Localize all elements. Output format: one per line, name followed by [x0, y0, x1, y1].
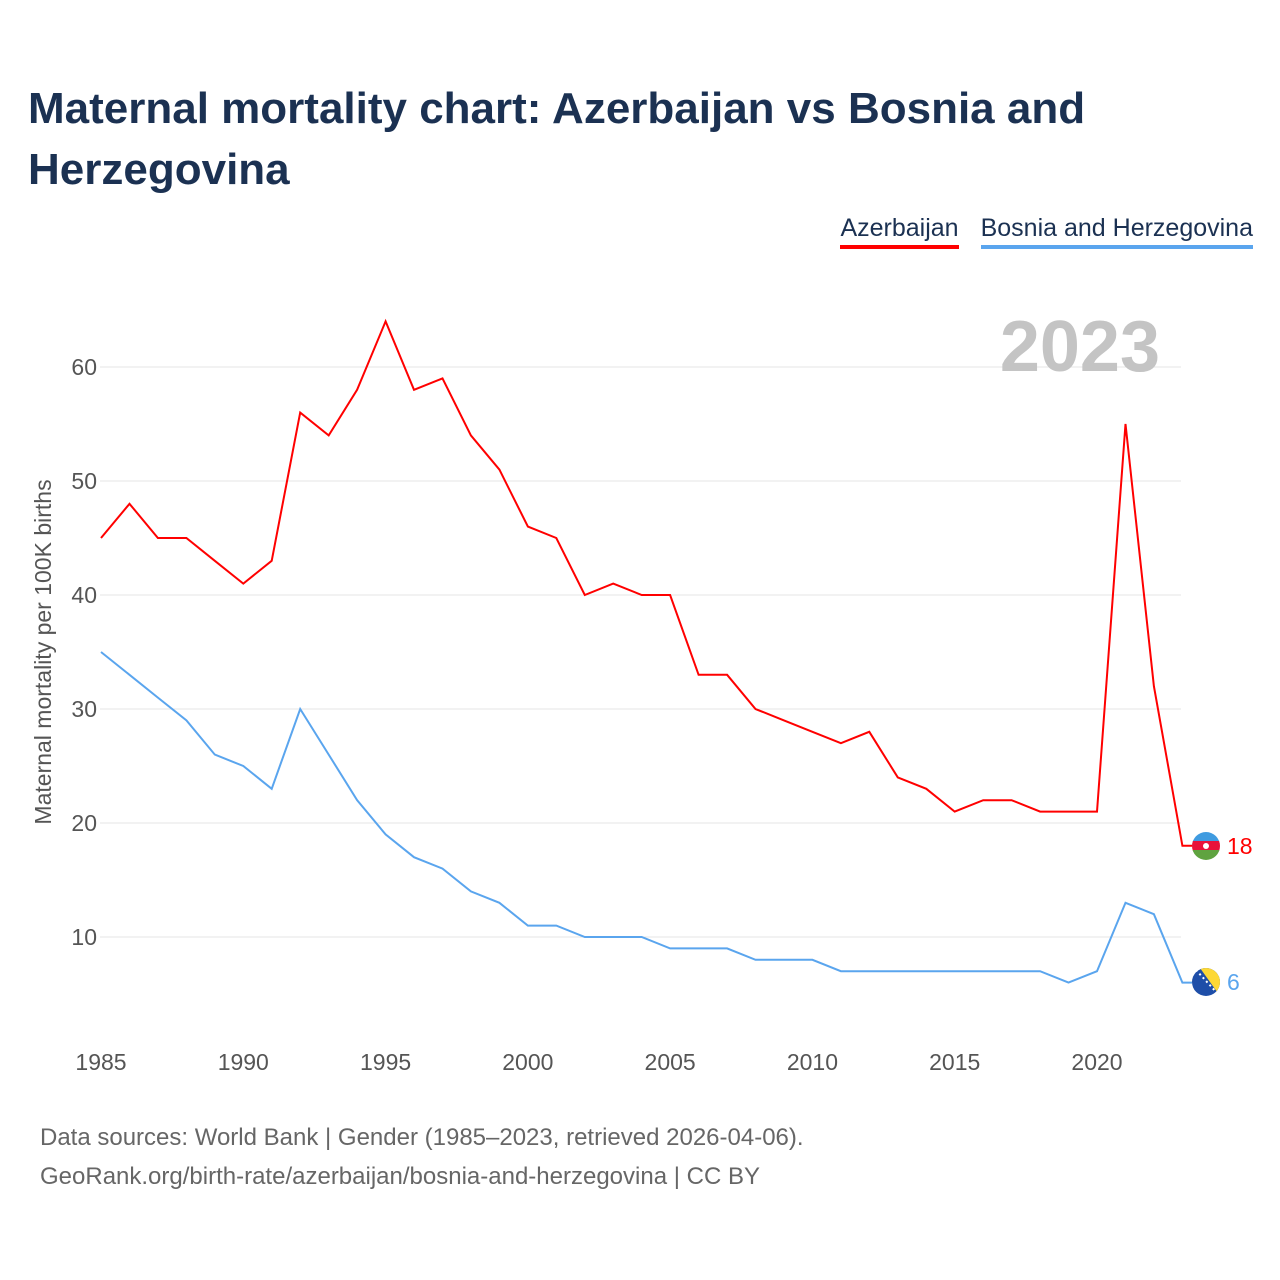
legend: Azerbaijan Bosnia and Herzegovina [840, 214, 1253, 249]
bosnia-end-label: 6 [1227, 969, 1240, 995]
year-watermark: 2023 [1000, 307, 1160, 387]
bosnia-series-line [100, 651, 1192, 984]
footer-sources: Data sources: World Bank | Gender (1985–… [40, 1124, 804, 1151]
x-tick-label: 1990 [218, 1049, 269, 1075]
x-tick-label: 2020 [1071, 1049, 1122, 1075]
y-tick-label: 20 [71, 810, 97, 836]
legend-bosnia[interactable]: Bosnia and Herzegovina [980, 214, 1253, 249]
x-tick-label: 1985 [75, 1049, 126, 1075]
y-tick-label: 50 [71, 468, 97, 494]
y-tick-label: 30 [71, 696, 97, 722]
legend-azerbaijan[interactable]: Azerbaijan [840, 214, 959, 249]
y-axis-label: Maternal mortality per 100K births [30, 479, 56, 824]
x-tick-label: 2000 [502, 1049, 553, 1075]
y-tick-label: 40 [71, 582, 97, 608]
y-tick-label: 60 [71, 354, 97, 380]
chart-title: Maternal mortality chart: Azerbaijan vs … [28, 84, 1086, 194]
x-tick-label: 2005 [645, 1049, 696, 1075]
x-tick-label: 1995 [360, 1049, 411, 1075]
azerbaijan-end-label: 18 [1227, 833, 1253, 859]
bosnia-flag-icon [1192, 968, 1220, 996]
azerbaijan-flag-icon [1192, 832, 1220, 860]
x-tick-label: 2015 [929, 1049, 980, 1075]
y-tick-label: 10 [71, 924, 97, 950]
footer: Data sources: World Bank | Gender (1985–… [40, 1118, 804, 1196]
x-tick-label: 2010 [787, 1049, 838, 1075]
azerbaijan-series-line [100, 318, 1192, 847]
footer-url[interactable]: GeoRank.org/birth-rate/azerbaijan/bosnia… [40, 1163, 760, 1190]
